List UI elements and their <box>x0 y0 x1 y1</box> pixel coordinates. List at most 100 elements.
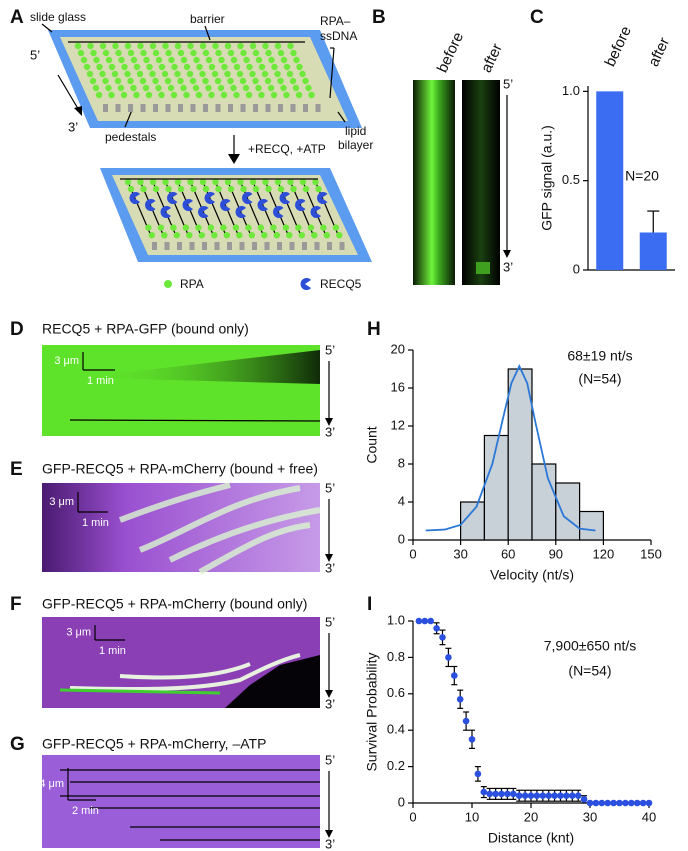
rpa-dot <box>298 232 305 239</box>
rpa-dot <box>202 49 210 57</box>
rpa-dot <box>124 70 131 78</box>
rpa-dot <box>283 91 290 99</box>
rpa-dot <box>302 77 309 85</box>
data-point <box>462 717 470 725</box>
annotation: bilayer <box>338 138 373 152</box>
rpa-dot <box>177 77 184 85</box>
rpa-dot <box>149 178 157 186</box>
data-point <box>468 736 476 743</box>
rpa-dot <box>289 77 297 85</box>
rpa-dot <box>215 49 222 57</box>
annotation: lipid <box>345 124 366 138</box>
recq5 <box>129 192 140 204</box>
recq5 <box>317 191 328 204</box>
annotation: 5’ <box>503 76 513 91</box>
x-axis-label: Velocity (nt/s) <box>490 567 574 583</box>
rpa-dot <box>215 185 222 193</box>
annotation: (N=54) <box>578 371 621 387</box>
pedestal <box>265 104 271 112</box>
pedestal <box>252 242 257 250</box>
rpa-dot <box>195 91 203 99</box>
rpa-dot <box>168 56 175 64</box>
rpa-dot <box>167 84 175 92</box>
rpa-dot <box>282 224 290 231</box>
rpa-dot <box>239 77 247 85</box>
rpa-dot <box>89 77 97 85</box>
rpa-dot <box>165 185 172 193</box>
y-tick-label: 0.6 <box>387 685 405 700</box>
rpa-dot <box>155 84 162 92</box>
rpa-dot <box>180 56 188 64</box>
rpa-dot <box>124 178 132 186</box>
rpa-dot <box>299 70 306 78</box>
data-point <box>539 792 547 800</box>
pedestal <box>240 104 246 112</box>
arrowhead <box>503 250 511 258</box>
rpa-dot <box>252 185 260 193</box>
panel-label: A <box>10 7 24 28</box>
data-point <box>545 792 552 800</box>
annotation: 5’ <box>30 47 40 62</box>
arrowhead <box>325 418 333 426</box>
rpa-dot <box>311 232 318 239</box>
rpa-dot <box>249 42 257 50</box>
pedestal <box>203 104 208 112</box>
y-tick-label: 0.4 <box>387 722 405 737</box>
rpa-dot <box>257 224 265 231</box>
rpa-dot <box>158 91 165 99</box>
panel-title: RECQ5 + RPA-GFP (bound only) <box>42 321 249 337</box>
panel-label: F <box>10 594 22 615</box>
y-tick-label: 16 <box>391 379 405 394</box>
rpa-dot <box>205 84 212 92</box>
rpa-dot <box>99 70 106 78</box>
rpa-dot <box>199 178 207 186</box>
data-point <box>427 617 435 625</box>
pedestal <box>103 104 108 112</box>
rpa-dot <box>74 42 82 50</box>
pointer <box>41 23 53 33</box>
image-strip <box>413 80 455 285</box>
rpa-dot <box>277 49 285 57</box>
recq5 <box>242 191 253 204</box>
rpa-dot <box>161 232 168 239</box>
rpa-dot <box>193 56 200 64</box>
rpa-dot <box>198 232 205 239</box>
pedestal <box>140 104 146 112</box>
rpa-dot <box>302 185 310 193</box>
histogram-bar <box>555 482 581 541</box>
rpa-dot <box>202 185 210 193</box>
rpa-dot <box>290 49 297 57</box>
rpa-dot <box>142 84 150 92</box>
rpa-dot <box>80 56 88 64</box>
rpa-dot <box>145 91 153 99</box>
rpa-dot <box>252 77 259 85</box>
recq5 <box>204 191 215 204</box>
rpa-dot <box>336 232 343 239</box>
recq5 <box>160 206 171 219</box>
rpa-dot <box>320 224 327 231</box>
error-bar <box>647 210 660 233</box>
rpa-dot <box>261 232 268 239</box>
rpa-dot <box>149 70 156 78</box>
data-point <box>574 792 582 800</box>
rpa-dot <box>108 63 116 71</box>
annotation: 5’ <box>325 752 335 767</box>
rpa-dot <box>127 77 134 85</box>
rpa-dot <box>114 77 122 85</box>
rpa-dot <box>245 91 253 99</box>
rpa-dot <box>149 42 157 50</box>
data-point <box>610 799 617 807</box>
bar <box>596 91 624 270</box>
rpa-dot <box>230 84 237 92</box>
rpa-dot <box>246 63 253 71</box>
data-point <box>456 695 464 703</box>
scale-label: 3 μm <box>54 355 79 367</box>
panel-label: D <box>10 319 24 340</box>
rpa-dot <box>245 224 252 231</box>
y-axis-label: Count <box>364 426 380 463</box>
annotation: 5’ <box>325 614 335 629</box>
y-tick-label: 0 <box>398 794 405 809</box>
x-tick-label: 120 <box>593 546 615 561</box>
recq5 <box>167 192 178 204</box>
data-point <box>569 792 576 800</box>
